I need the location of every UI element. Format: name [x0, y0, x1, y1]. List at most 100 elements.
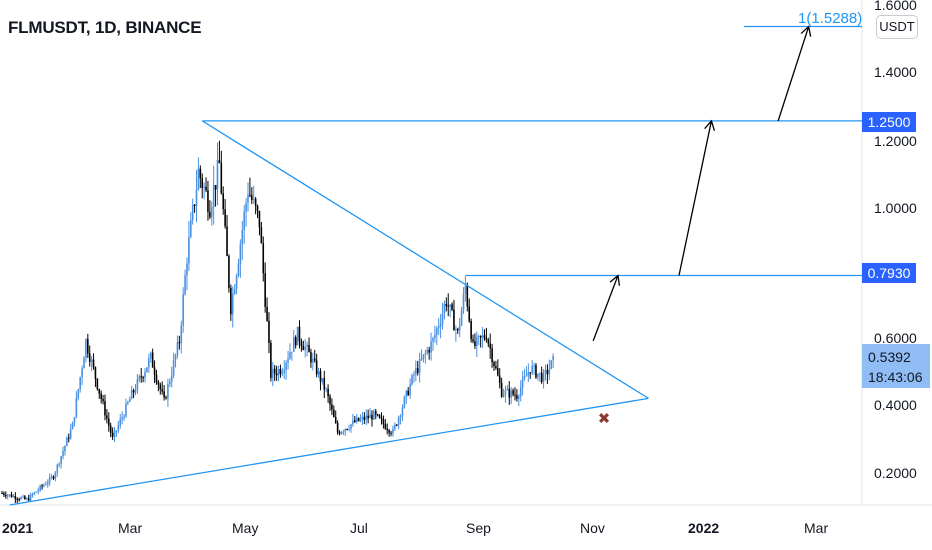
- projection-arrow[interactable]: [678, 119, 716, 276]
- candle-body: [464, 285, 467, 294]
- candle-body: [268, 320, 270, 343]
- candle-body: [266, 306, 268, 321]
- badge-level-high[interactable]: 1.2500: [862, 112, 916, 132]
- last-price-value: 0.5392: [868, 349, 911, 365]
- candle-body: [220, 163, 223, 194]
- candle-body: [552, 355, 554, 361]
- candle-body: [294, 337, 297, 346]
- candle-body: [102, 398, 104, 402]
- candle-body: [315, 360, 318, 375]
- candle-body: [260, 227, 263, 244]
- candle-body: [14, 495, 17, 500]
- candle-body: [451, 304, 453, 310]
- candle-body: [251, 195, 253, 200]
- badge-level-mid-value: 0.7930: [868, 265, 911, 281]
- time-tick: Mar: [118, 520, 142, 536]
- price-axis[interactable]: 1.6000 1.4000 1.2000 1.0000 0.6000 0.400…: [874, 0, 917, 481]
- candle-body: [104, 401, 106, 416]
- candle-body: [308, 344, 310, 353]
- candle-body: [411, 375, 413, 385]
- candle-body: [291, 351, 293, 353]
- candle-body: [333, 409, 335, 418]
- candle-body: [8, 494, 11, 496]
- candle-body: [199, 168, 202, 179]
- candle-body: [271, 368, 274, 378]
- candle-body: [521, 378, 524, 388]
- candle-body: [16, 499, 19, 501]
- candle-body: [458, 325, 461, 331]
- candle-body: [342, 431, 345, 433]
- candle-body: [481, 335, 484, 338]
- candle-body: [252, 198, 255, 200]
- trendline-lower[interactable]: [9, 397, 649, 506]
- candle-body: [449, 304, 451, 307]
- candle-body: [500, 382, 503, 397]
- candle-body: [270, 342, 272, 378]
- candle-body: [148, 358, 150, 368]
- candle-body: [323, 378, 326, 390]
- candle-body: [485, 338, 488, 340]
- candle-body: [119, 419, 122, 426]
- projection-arrow[interactable]: [777, 25, 812, 122]
- candle-body: [516, 395, 518, 399]
- time-tick: 2021: [2, 520, 33, 536]
- candle-body: [348, 428, 350, 430]
- candle-body: [167, 384, 169, 399]
- candle-body: [216, 160, 219, 190]
- candle-body: [460, 310, 463, 326]
- candlestick-series[interactable]: [1, 140, 554, 504]
- candle-body: [498, 375, 501, 383]
- candle-body: [18, 499, 20, 501]
- candle-body: [41, 485, 43, 487]
- time-axis[interactable]: 2021 Mar May Jul Sep Nov 2022 Mar: [2, 520, 828, 536]
- candle-body: [20, 497, 22, 500]
- candle-body: [533, 365, 535, 367]
- candle-body: [319, 371, 322, 382]
- badge-level-mid[interactable]: 0.7930: [862, 263, 916, 283]
- candle-body: [493, 362, 495, 367]
- candle-body: [163, 391, 165, 398]
- candle-body: [416, 368, 419, 373]
- candle-body: [407, 390, 409, 396]
- candle-body: [83, 357, 85, 369]
- candle-body: [245, 202, 247, 212]
- candle-body: [472, 339, 474, 342]
- trendline-upper[interactable]: [201, 120, 649, 399]
- candle-body: [426, 350, 429, 354]
- candle-body: [365, 415, 368, 420]
- candle-body: [527, 372, 530, 376]
- target-label[interactable]: 1(1.5288): [798, 10, 862, 27]
- candle-body: [235, 275, 238, 290]
- projection-arrow[interactable]: [592, 274, 621, 342]
- candle-body: [519, 387, 522, 397]
- candle-body: [344, 428, 347, 432]
- candle-body: [537, 373, 539, 378]
- projection-arrows[interactable]: [592, 25, 812, 342]
- candle-body: [37, 490, 40, 492]
- candle-body: [247, 194, 249, 203]
- candle-body: [186, 263, 188, 276]
- candle-body: [128, 399, 131, 403]
- candle-body: [453, 309, 455, 331]
- candle-body: [207, 190, 209, 212]
- candle-body: [321, 378, 324, 382]
- candle-body: [517, 396, 520, 399]
- candle-body: [210, 207, 213, 218]
- candle-body: [197, 168, 200, 190]
- candle-body: [394, 424, 396, 430]
- candle-body: [540, 372, 543, 382]
- candle-body: [35, 491, 38, 493]
- candle-body: [413, 374, 415, 376]
- time-tick: May: [232, 520, 258, 536]
- candle-body: [437, 326, 440, 329]
- drawing-lines[interactable]: [9, 25, 862, 506]
- badge-last-price[interactable]: 0.5392 18:43:06: [862, 344, 930, 388]
- price-unit-badge[interactable]: USDT: [876, 15, 918, 39]
- candle-body: [456, 328, 459, 331]
- candle-body: [538, 372, 541, 374]
- candle-body: [374, 410, 377, 415]
- candle-body: [477, 335, 480, 337]
- candle-body: [430, 341, 432, 353]
- price-tick: 1.4000: [874, 64, 917, 80]
